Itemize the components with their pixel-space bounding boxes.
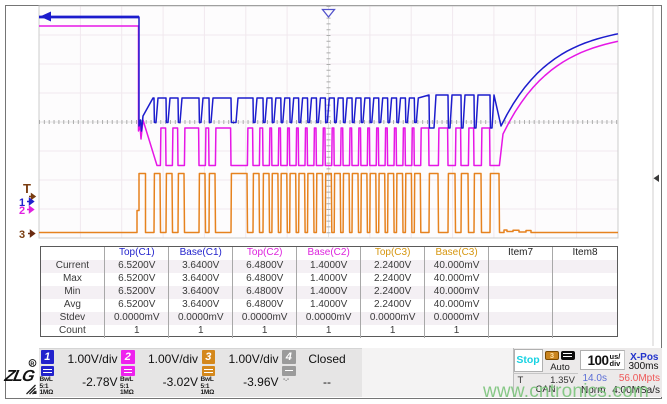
svg-text:R: R xyxy=(30,361,34,367)
svg-text:T: T xyxy=(23,181,31,196)
svg-text:ZLG: ZLG xyxy=(3,367,37,385)
svg-text:1: 1 xyxy=(19,197,25,209)
svg-text:3: 3 xyxy=(19,229,25,241)
svg-text:2: 2 xyxy=(19,205,25,217)
